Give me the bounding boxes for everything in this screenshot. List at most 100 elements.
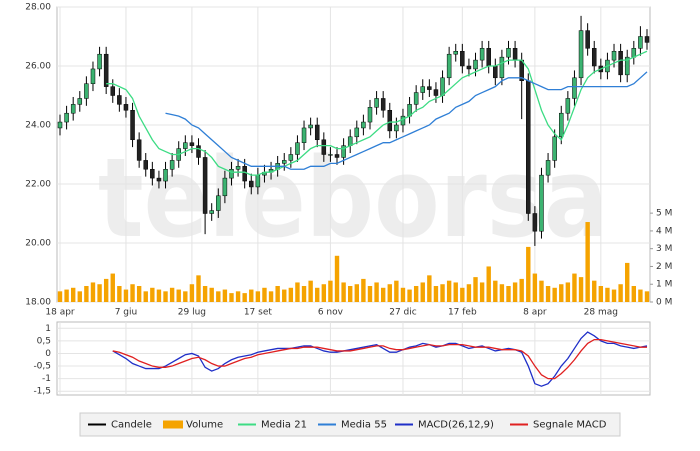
candle-body [493,65,498,79]
y-tick-label: -1,5 [33,387,51,397]
volume-bar [229,293,234,302]
volume-bar [202,286,208,302]
candle-body [314,124,320,140]
volume-bar [585,222,590,302]
volume-bar [611,289,617,302]
candle-body [97,53,102,70]
candle-body [433,89,439,96]
volume-bar [315,287,320,302]
y-tick-label: -0,5 [33,362,51,372]
volume-bar [189,284,195,302]
candle-body [222,177,228,197]
y-tick-label: 26.00 [25,62,51,72]
watermark: teleborsa [98,134,608,262]
volume-bar [64,289,69,302]
volume-bar [433,286,439,302]
candle-body [281,160,287,164]
volume-bar [374,282,379,302]
y2-tick-label: 2 M [656,262,672,272]
volume-bar [367,286,373,302]
candle-body [532,213,538,232]
volume-bar [117,286,122,302]
volume-bar [499,284,505,302]
legend-label: MACD(26,12,9) [418,420,494,431]
x-tick-label: 27 dic [389,308,417,318]
volume-bar [440,284,445,302]
volume-bar [130,284,135,302]
volume-bar [136,286,142,302]
x-tick-label: 7 giu [115,308,138,318]
volume-bar [77,291,82,302]
candle-body [565,98,571,114]
volume-bar [578,277,584,302]
y-tick-label: 28.00 [25,3,51,13]
volume-bar [288,287,294,302]
candle-body [473,59,478,70]
candle-body [84,83,89,99]
y-tick-label: -1 [42,374,51,384]
candle-body [156,177,162,182]
volume-bar [262,287,267,302]
candle-body [183,142,188,149]
candle-body [361,121,366,129]
volume-bar [466,284,472,302]
macd-frame [56,321,651,396]
candle-body [216,195,221,211]
candle-body [334,154,340,158]
volume-bar [143,291,148,302]
candle-body [295,142,300,155]
volume-bar [183,291,188,302]
volume-bar [216,291,221,302]
volume-bar [235,291,241,302]
candle-body [57,121,63,129]
x-tick-label: 28 mag [584,308,618,318]
volume-bar [328,280,333,302]
candle-body [578,30,584,79]
line-series [112,338,647,380]
candle-body [380,98,386,111]
legend-label: Segnale MACD [533,420,607,431]
volume-bar [321,284,327,302]
candle-body [90,68,96,84]
x-tick-label: 29 lug [178,308,206,318]
volume-bar [506,286,511,302]
volume-bar [354,284,359,302]
y2-tick-label: 1 M [656,280,672,290]
volume-bar [400,287,406,302]
y-tick-label: 22.00 [25,180,51,190]
volume-bar [460,287,465,302]
volume-bar [380,287,386,302]
volume-bar [592,280,597,302]
volume-bar [526,246,531,302]
candle-body [585,30,590,49]
volume-bar [473,277,478,302]
candle-body [169,160,175,170]
x-tick-label: 17 feb [448,308,477,318]
line-series [106,50,648,176]
volume-bar [110,273,115,302]
y-tick-label: 18.00 [25,298,51,308]
candle-body [321,139,327,155]
candle-body [242,166,247,182]
volume-bar [97,284,102,302]
volume-bar [163,291,168,302]
volume-bar [545,286,551,302]
volume-bar [387,284,392,302]
volume-bar [644,291,650,302]
y2-tick-label: 0 M [656,298,672,308]
candle-body [559,112,564,138]
candle-body [249,180,254,188]
candle-body [611,51,617,61]
candle-body [64,112,69,123]
volume-bar [420,282,425,302]
candle-body [150,169,155,179]
candle-body [143,160,148,170]
volume-bar [90,282,96,302]
volume-bar [334,255,340,302]
volume-bar [394,280,399,302]
candle-body [110,86,116,96]
candle-body [229,169,234,179]
volume-bar [222,289,228,302]
candle-body [255,174,261,188]
